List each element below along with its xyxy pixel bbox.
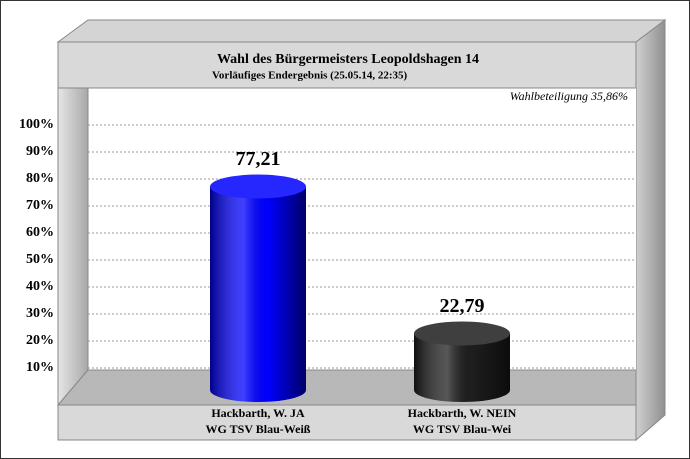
bars xyxy=(210,174,510,402)
y-tick-label: 20% xyxy=(26,333,54,348)
chart-title: Wahl des Bürgermeisters Leopoldshagen 14 xyxy=(217,52,479,67)
x-tick-label: Hackbarth, W. JA xyxy=(211,406,305,420)
x-tick-label: WG TSV Blau-Wei xyxy=(413,422,512,436)
value-label: 77,21 xyxy=(236,148,281,170)
chart-subtitle: Vorläufiges Endergebnis (25.05.14, 22:35… xyxy=(212,70,407,82)
y-tick-label: 50% xyxy=(26,252,54,267)
value-label: 22,79 xyxy=(440,295,485,317)
bar-top-shade xyxy=(210,174,306,199)
bar-top-shade xyxy=(414,321,510,346)
annotation: Wahlbeteiligung 35,86% xyxy=(510,89,628,103)
label-panel xyxy=(57,404,637,441)
bar-shade xyxy=(210,186,306,390)
back-wall xyxy=(88,88,636,370)
y-tick-label: 80% xyxy=(26,171,54,186)
bar-top xyxy=(414,321,510,346)
y-tick-label: 70% xyxy=(26,198,54,213)
box-side xyxy=(635,18,666,442)
title-panel xyxy=(57,41,637,89)
left-wall xyxy=(57,87,89,407)
box-top xyxy=(56,19,667,43)
y-tick-label: 60% xyxy=(26,225,54,240)
y-tick-label: 100% xyxy=(19,117,54,132)
y-tick-label: 10% xyxy=(26,360,54,375)
x-tick-label: WG TSV Blau-Weiß xyxy=(206,422,311,436)
y-tick-label: 90% xyxy=(26,144,54,159)
grid xyxy=(88,124,636,369)
bar-top xyxy=(210,174,306,199)
floor xyxy=(56,369,637,406)
y-tick-label: 30% xyxy=(26,306,54,321)
y-tick-label: 40% xyxy=(26,279,54,294)
x-tick-label: Hackbarth, W. NEIN xyxy=(408,406,517,420)
